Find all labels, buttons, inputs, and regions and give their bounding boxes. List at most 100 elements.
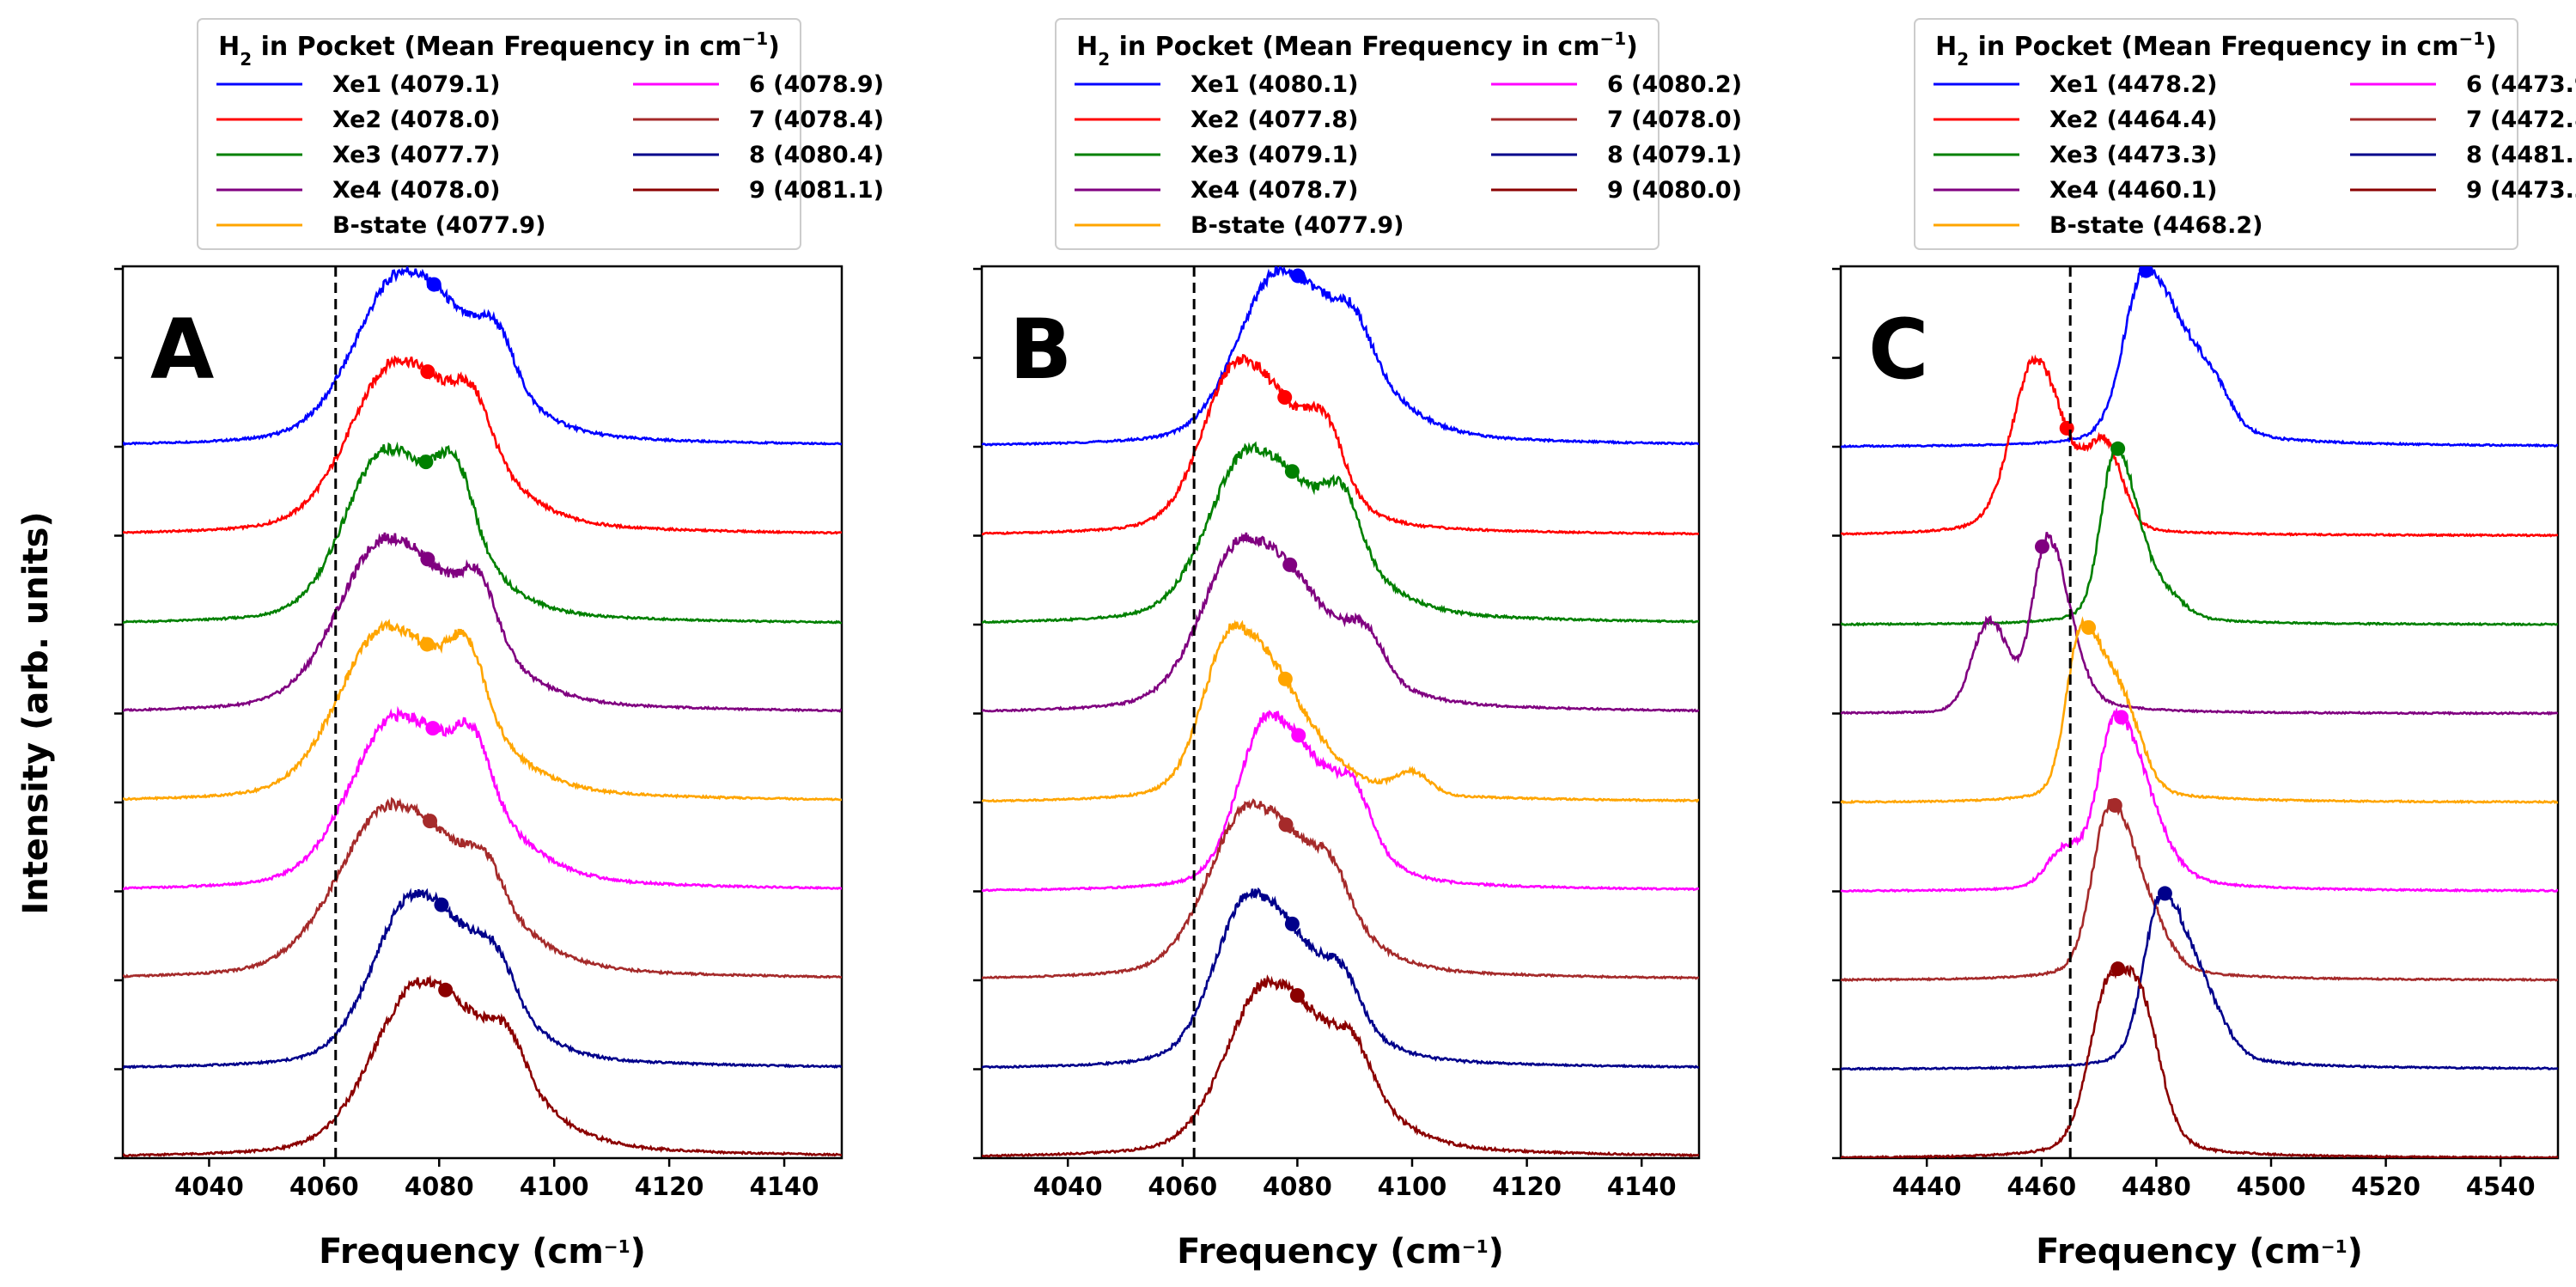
legend: H2 in Pocket (Mean Frequency in cm−1)Xe1… bbox=[197, 18, 884, 250]
panel-C: 4440 4460 4480 4500 4520 4540 Frequency (cm−1)… bbox=[1832, 18, 2576, 1272]
legend-label: Xe2 (4078.0) bbox=[332, 107, 500, 133]
mean-marker-8 bbox=[1284, 916, 1300, 931]
x-tick-label: 4120 bbox=[635, 1172, 704, 1201]
panel-B: 4040 4060 4080 4100 4120 4140 Frequency (cm−1)… bbox=[973, 18, 1742, 1272]
spectrum-line-B-state bbox=[982, 619, 1699, 803]
spectrum-line-Xe4 bbox=[1841, 532, 2558, 717]
legend-item-Xe1: Xe1 (4478.2) bbox=[1934, 71, 2217, 98]
spectrum-line-Xe1 bbox=[982, 266, 1699, 447]
mean-marker-7 bbox=[1278, 817, 1294, 833]
mean-marker-9 bbox=[1289, 988, 1305, 1003]
legend-label: Xe4 (4460.1) bbox=[2049, 177, 2217, 204]
legend-item-Xe3: Xe3 (4079.1) bbox=[1075, 142, 1358, 168]
x-tick-label: 4140 bbox=[1607, 1172, 1677, 1201]
mean-marker-Xe3 bbox=[1284, 464, 1300, 479]
x-tick-label: 4060 bbox=[289, 1172, 359, 1201]
x-tick-label: 4140 bbox=[750, 1172, 819, 1201]
legend-label: 8 (4481.5) bbox=[2466, 142, 2576, 168]
legend-label: Xe3 (4079.1) bbox=[1191, 142, 1358, 168]
spectrum-line-Xe1 bbox=[123, 266, 842, 446]
legend-item-Xe2: Xe2 (4464.4) bbox=[1934, 107, 2217, 133]
mean-marker-B-state bbox=[419, 637, 435, 652]
axes-frame bbox=[980, 265, 1701, 1160]
legend-box bbox=[1914, 18, 2518, 250]
legend-item-Xe4: Xe4 (4078.0) bbox=[216, 177, 500, 204]
legend: H2 in Pocket (Mean Frequency in cm−1)Xe1… bbox=[1055, 18, 1742, 250]
mean-marker-Xe2 bbox=[420, 364, 435, 380]
spectrum-line-Xe2 bbox=[123, 355, 842, 535]
legend-item-Xe4: Xe4 (4078.7) bbox=[1075, 177, 1358, 204]
x-tick-label: 4080 bbox=[1263, 1172, 1332, 1201]
legend-item-B-state: B-state (4077.9) bbox=[1075, 212, 1404, 239]
x-tick-label: 4500 bbox=[2237, 1172, 2306, 1201]
spectrum-line-Xe2 bbox=[1841, 354, 2558, 538]
x-tick-label: 4120 bbox=[1492, 1172, 1562, 1201]
spectrum-line-B-state bbox=[123, 619, 842, 802]
x-tick-label: 4040 bbox=[174, 1172, 244, 1201]
x-axis-title: Frequency (cm−1) bbox=[1177, 1232, 1504, 1272]
panel-label: C bbox=[1868, 302, 1928, 398]
spectrum-line-9 bbox=[982, 974, 1699, 1158]
x-axis-title: Frequency (cm−1) bbox=[319, 1232, 646, 1272]
mean-marker-Xe1 bbox=[426, 277, 442, 292]
legend-label: Xe1 (4079.1) bbox=[332, 71, 500, 98]
spectrum-line-7 bbox=[123, 796, 842, 979]
legend-label: 6 (4473.9) bbox=[2466, 71, 2576, 98]
traces bbox=[1841, 266, 2558, 1158]
mean-marker-7 bbox=[423, 814, 438, 829]
legend-label: 8 (4080.4) bbox=[749, 142, 884, 168]
x-axis-title: Frequency (cm−1) bbox=[2036, 1232, 2363, 1272]
legend-label: Xe1 (4080.1) bbox=[1191, 71, 1358, 98]
mean-marker-Xe4 bbox=[1282, 557, 1298, 572]
legend-title: H2 in Pocket (Mean Frequency in cm−1) bbox=[218, 28, 780, 70]
spectrum-line-Xe4 bbox=[982, 532, 1699, 713]
legend-item-8: 8 (4481.5) bbox=[2350, 142, 2576, 168]
spectrum-line-8 bbox=[123, 887, 842, 1070]
mean-marker-Xe1 bbox=[1290, 268, 1306, 284]
legend-label: B-state (4468.2) bbox=[2049, 212, 2262, 239]
spectrum-line-8 bbox=[982, 887, 1699, 1070]
legend-label: Xe3 (4473.3) bbox=[2049, 142, 2217, 168]
mean-marker-B-state bbox=[2081, 619, 2097, 635]
mean-marker-9 bbox=[2110, 961, 2126, 977]
legend-item-Xe3: Xe3 (4473.3) bbox=[1934, 142, 2217, 168]
spectrum-line-6 bbox=[1841, 706, 2558, 894]
spectrum-line-8 bbox=[1841, 887, 2558, 1071]
legend-label: Xe4 (4078.7) bbox=[1191, 177, 1358, 204]
x-tick-label: 4040 bbox=[1033, 1172, 1103, 1201]
mean-marker-9 bbox=[438, 982, 454, 997]
panel-label: B bbox=[1009, 302, 1072, 398]
legend-item-Xe1: Xe1 (4080.1) bbox=[1075, 71, 1358, 98]
x-tick-label: 4100 bbox=[1378, 1172, 1447, 1201]
x-tick-label: 4540 bbox=[2466, 1172, 2536, 1201]
panel-label: A bbox=[150, 302, 214, 398]
mean-marker-Xe3 bbox=[2110, 441, 2126, 456]
legend-label: Xe3 (4077.7) bbox=[332, 142, 500, 168]
x-tick-label: 4060 bbox=[1148, 1172, 1217, 1201]
legend-item-7: 7 (4078.4) bbox=[633, 107, 884, 133]
legend-item-Xe1: Xe1 (4079.1) bbox=[216, 71, 500, 98]
spectrum-line-6 bbox=[123, 705, 842, 891]
legend-label: 7 (4078.4) bbox=[749, 107, 884, 133]
legend-item-Xe3: Xe3 (4077.7) bbox=[216, 142, 500, 168]
legend-title: H2 in Pocket (Mean Frequency in cm−1) bbox=[1076, 28, 1638, 70]
legend-label: 8 (4079.1) bbox=[1607, 142, 1742, 168]
mean-marker-Xe3 bbox=[418, 454, 434, 470]
spectrum-line-7 bbox=[1841, 798, 2558, 983]
spectrum-line-Xe3 bbox=[982, 441, 1699, 625]
spectrum-line-Xe3 bbox=[123, 441, 842, 625]
legend-item-9: 9 (4080.0) bbox=[1491, 177, 1742, 204]
legend-label: 9 (4473.3) bbox=[2466, 177, 2576, 204]
spectrum-line-7 bbox=[982, 798, 1699, 980]
legend-label: 7 (4472.8) bbox=[2466, 107, 2576, 133]
mean-marker-8 bbox=[434, 897, 449, 912]
legend-label: 7 (4078.0) bbox=[1607, 107, 1742, 133]
mean-marker-B-state bbox=[1277, 671, 1293, 686]
legend-item-B-state: B-state (4077.9) bbox=[216, 212, 545, 239]
legend-item-6: 6 (4473.9) bbox=[2350, 71, 2576, 98]
legend-item-7: 7 (4078.0) bbox=[1491, 107, 1742, 133]
x-tick-label: 4520 bbox=[2351, 1172, 2421, 1201]
spectrum-line-6 bbox=[982, 710, 1699, 893]
x-tick-label: 4460 bbox=[2007, 1172, 2076, 1201]
